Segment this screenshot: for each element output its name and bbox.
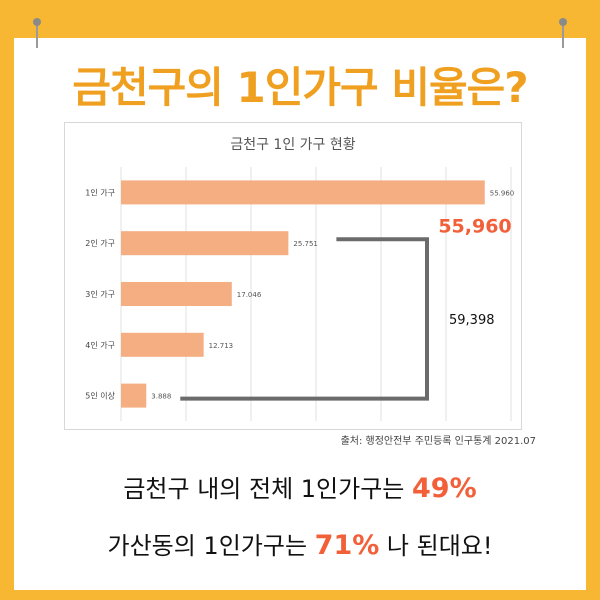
- summary-line-2: 가산동의 1인가구는 71% 나 된대요!: [0, 526, 600, 561]
- pin-icon: [33, 18, 41, 48]
- chart-panel: 금천구 1인 가구 현황 1인 가구 55.960 2인 가구 25.751 3인 가구 1…: [64, 122, 522, 430]
- summary-line-1-highlight: 49%: [412, 473, 477, 504]
- category-label: 2인 가구: [85, 238, 115, 248]
- bracket-line: [180, 237, 429, 401]
- data-label: 17.046: [237, 291, 262, 299]
- bar: [121, 282, 232, 306]
- category-label: 1인 가구: [85, 187, 115, 197]
- bar: [121, 231, 289, 256]
- headline: 금천구의 1인가구 비율은?: [72, 63, 528, 112]
- bar: [121, 332, 204, 357]
- category-label: 5인 이상: [85, 391, 115, 401]
- bar-chart: 금천구 1인 가구 현황 1인 가구 55.960 2인 가구 25.751 3인 가구 1…: [85, 137, 515, 421]
- category-label: 4인 가구: [85, 340, 115, 350]
- summary-line-1-text: 금천구 내의 전체 1인가구는: [123, 475, 413, 503]
- data-label: 25.751: [293, 240, 318, 248]
- bar: [121, 383, 147, 408]
- bar: [121, 180, 485, 205]
- annotation-total: 59,398: [449, 313, 495, 328]
- data-label: 55.960: [490, 189, 515, 197]
- summary-line-2-highlight: 71%: [314, 530, 380, 561]
- chart-title: 금천구 1인 가구 현황: [230, 137, 355, 153]
- source-note: 출처: 행정안전부 주민등록 인구통계 2021.07: [340, 436, 536, 447]
- category-label: 3인 가구: [85, 289, 115, 299]
- annotation-highlight: 55,960: [438, 215, 511, 237]
- pin-icon: [559, 18, 567, 48]
- summary-line-2-text: 가산동의 1인가구는: [107, 532, 315, 560]
- data-label: 12.713: [209, 342, 234, 350]
- summary-line-2-suffix: 나 된대요!: [379, 532, 493, 560]
- data-label: 3.888: [151, 393, 171, 401]
- summary-line-1: 금천구 내의 전체 1인가구는 49%: [0, 469, 600, 504]
